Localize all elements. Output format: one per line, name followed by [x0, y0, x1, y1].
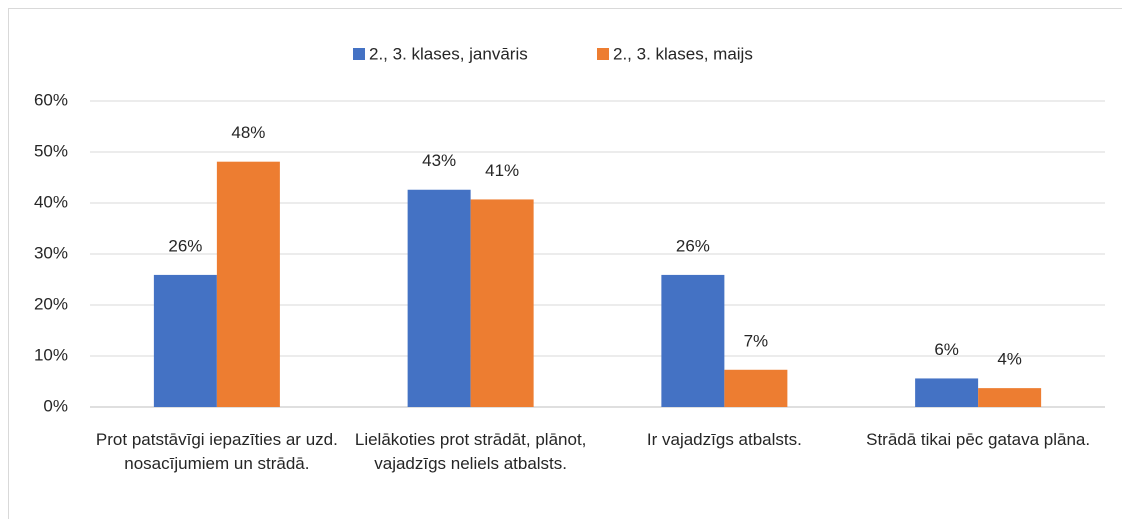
bar [915, 378, 979, 407]
x-tick-label: Lielākoties prot strādāt, plānot, vajadz… [354, 430, 587, 473]
x-tick-label: Prot patstāvīgi iepazīties ar uzd. nosac… [95, 430, 338, 473]
legend-label: 2., 3. klases, janvāris [369, 44, 528, 63]
bar [724, 369, 788, 407]
data-label: 48% [231, 123, 265, 142]
bar [470, 199, 534, 407]
data-label: 41% [485, 161, 519, 180]
bar [407, 189, 471, 407]
chart-border [8, 8, 1122, 519]
y-tick-label: 10% [34, 345, 68, 364]
legend-label: 2., 3. klases, maijs [613, 44, 753, 63]
y-tick-label: 30% [34, 243, 68, 262]
legend-swatch [597, 48, 609, 60]
bar [216, 161, 280, 407]
x-tick-label: Ir vajadzīgs atbalsts. [646, 430, 802, 449]
data-label: 4% [997, 350, 1022, 369]
y-tick-label: 20% [34, 294, 68, 313]
bar [978, 388, 1042, 407]
y-tick-label: 50% [34, 141, 68, 160]
data-label: 7% [744, 331, 769, 350]
y-tick-label: 0% [43, 396, 68, 415]
data-label: 26% [168, 236, 202, 255]
bar [661, 274, 725, 407]
data-label: 43% [422, 151, 456, 170]
data-label: 6% [934, 340, 959, 359]
y-tick-label: 40% [34, 192, 68, 211]
legend-swatch [353, 48, 365, 60]
data-label: 26% [676, 236, 710, 255]
x-tick-label: Strādā tikai pēc gatava plāna. [866, 430, 1091, 449]
y-tick-label: 60% [34, 90, 68, 109]
bar [153, 274, 217, 407]
